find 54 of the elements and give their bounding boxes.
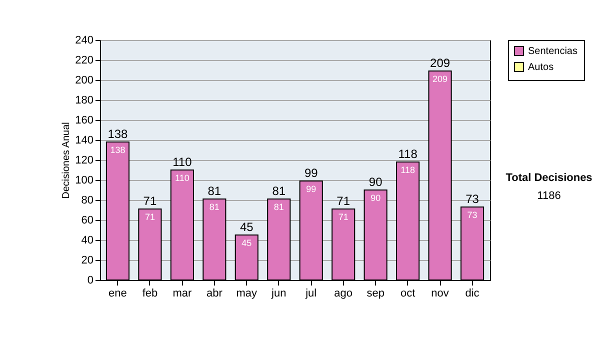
data-label: 73 xyxy=(467,210,478,220)
total-label: 81 xyxy=(272,184,286,198)
y-tick-label: 40 xyxy=(81,234,94,246)
text: Total Decisiones xyxy=(506,172,592,184)
x-tick-label: mar xyxy=(172,288,192,300)
y-tick-label: 220 xyxy=(75,54,94,66)
y-tick-label: 240 xyxy=(75,34,94,46)
y-tick-label: 80 xyxy=(81,194,94,206)
data-label: 90 xyxy=(370,193,381,203)
data-label: 45 xyxy=(242,238,252,248)
total-label: 209 xyxy=(430,56,450,70)
y-axis-title: Decisiones Anual xyxy=(61,122,72,199)
data-label: 138 xyxy=(110,145,126,155)
x-tick-label: abr xyxy=(206,288,223,300)
x-tick-label: jun xyxy=(270,288,286,300)
y-tick-label: 160 xyxy=(75,114,94,126)
y-tick-label: 100 xyxy=(75,174,94,186)
total-label: 99 xyxy=(304,166,318,180)
x-tick-label: nov xyxy=(431,288,450,300)
total-label: 138 xyxy=(108,127,128,141)
y-tick-label: 0 xyxy=(87,274,94,286)
total-label: 90 xyxy=(368,175,383,189)
x-tick-label: oct xyxy=(400,288,416,300)
total-label: 45 xyxy=(240,220,254,234)
data-label: 81 xyxy=(274,202,284,212)
data-label: 81 xyxy=(209,202,220,212)
data-label: 99 xyxy=(306,184,316,194)
y-tick-label: 180 xyxy=(75,94,94,106)
x-tick-label: ene xyxy=(108,288,127,300)
data-label: 71 xyxy=(144,212,155,222)
x-tick-label: sep xyxy=(366,288,384,300)
x-tick-label: feb xyxy=(142,288,158,300)
total-label: 81 xyxy=(208,184,222,198)
legend-label: Autos xyxy=(528,62,554,73)
x-tick-label: dic xyxy=(465,288,480,300)
data-label: 118 xyxy=(400,165,415,175)
total-label: 71 xyxy=(336,194,350,208)
y-tick-label: 140 xyxy=(75,134,94,146)
data-label: 71 xyxy=(338,212,348,222)
total-label: 110 xyxy=(172,155,192,169)
total-label: 118 xyxy=(398,147,418,161)
total-label: 73 xyxy=(466,192,480,206)
x-tick-label: may xyxy=(236,288,258,300)
y-tick-label: 120 xyxy=(75,154,94,166)
y-tick-label: 60 xyxy=(81,214,94,226)
data-label: 110 xyxy=(175,173,190,183)
x-tick-label: ago xyxy=(334,288,353,300)
y-tick-label: 200 xyxy=(75,74,94,86)
text: 1186 xyxy=(537,190,561,202)
total-label: 71 xyxy=(143,194,157,208)
y-tick-label: 20 xyxy=(81,254,94,266)
legend-label: Sentencias xyxy=(528,46,578,57)
data-label: 209 xyxy=(432,74,448,84)
x-tick-label: jul xyxy=(304,288,317,300)
